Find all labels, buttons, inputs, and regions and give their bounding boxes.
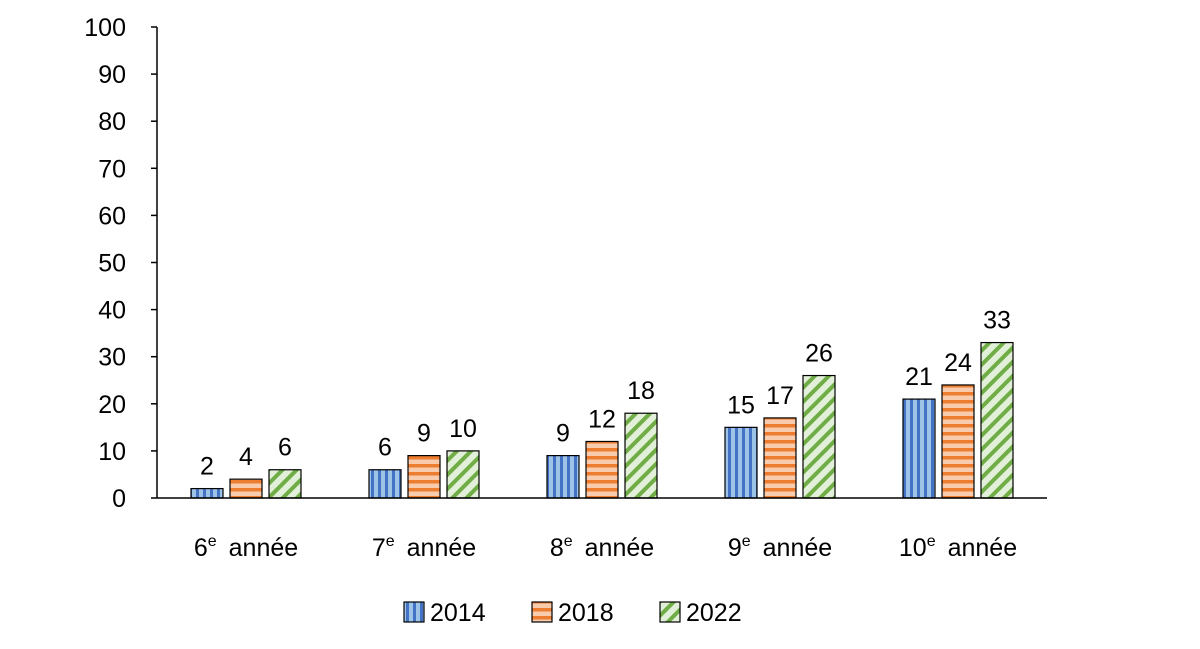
data-label-2022-3: 26	[805, 340, 833, 368]
legend-label-2018: 2018	[558, 599, 614, 627]
bar-2014-0	[190, 487, 224, 499]
data-label-2014-3: 15	[727, 391, 755, 419]
bar-2014-4	[902, 398, 936, 499]
bar-2022-3	[802, 374, 836, 499]
bar-2022-2	[624, 412, 658, 499]
data-label-2022-4: 33	[983, 307, 1011, 335]
bar-2014-3	[724, 426, 758, 499]
x-category-label: 6e année	[194, 533, 298, 562]
y-tick-label: 20	[98, 391, 126, 419]
bar-2014-1	[368, 469, 402, 499]
data-label-2022-0: 6	[278, 434, 292, 462]
y-tick-label: 0	[112, 485, 126, 513]
legend-swatch-2018	[531, 601, 553, 623]
y-tick-label: 10	[98, 438, 126, 466]
bar-2018-2	[585, 440, 619, 499]
bar-2014-2	[546, 455, 580, 499]
y-tick-label: 100	[84, 14, 126, 42]
bar-2022-1	[446, 450, 480, 499]
y-tick-label: 70	[98, 155, 126, 183]
data-label-2014-4: 21	[905, 363, 933, 391]
data-label-2018-2: 12	[588, 405, 616, 433]
legend-label-2014: 2014	[430, 599, 486, 627]
data-label-2014-1: 6	[378, 434, 392, 462]
y-tick-label: 80	[98, 108, 126, 136]
bar-2018-1	[407, 455, 441, 499]
data-label-2018-1: 9	[417, 420, 431, 448]
y-tick-label: 40	[98, 297, 126, 325]
y-tick-label: 50	[98, 250, 126, 278]
data-label-2014-2: 9	[556, 420, 570, 448]
data-label-2018-0: 4	[239, 443, 253, 471]
x-category-label: 8e année	[550, 533, 654, 562]
bar-2022-0	[268, 469, 302, 499]
data-label-2022-1: 10	[449, 415, 477, 443]
bar-2018-0	[229, 478, 263, 499]
x-category-label: 10e année	[899, 533, 1017, 562]
y-tick-label: 60	[98, 202, 126, 230]
y-tick-label: 90	[98, 61, 126, 89]
y-tick-label: 30	[98, 344, 126, 372]
data-label-2022-2: 18	[627, 377, 655, 405]
bar-2018-3	[763, 417, 797, 499]
legend-swatch-2022	[659, 601, 681, 623]
data-label-2018-3: 17	[766, 382, 794, 410]
bar-2018-4	[941, 384, 975, 499]
x-category-label: 7e année	[372, 533, 476, 562]
x-category-label: 9e année	[728, 533, 832, 562]
legend-swatch-2014	[403, 601, 425, 623]
bar-2022-4	[980, 341, 1014, 499]
data-label-2018-4: 24	[944, 349, 972, 377]
data-label-2014-0: 2	[200, 453, 214, 481]
legend-label-2022: 2022	[686, 599, 742, 627]
